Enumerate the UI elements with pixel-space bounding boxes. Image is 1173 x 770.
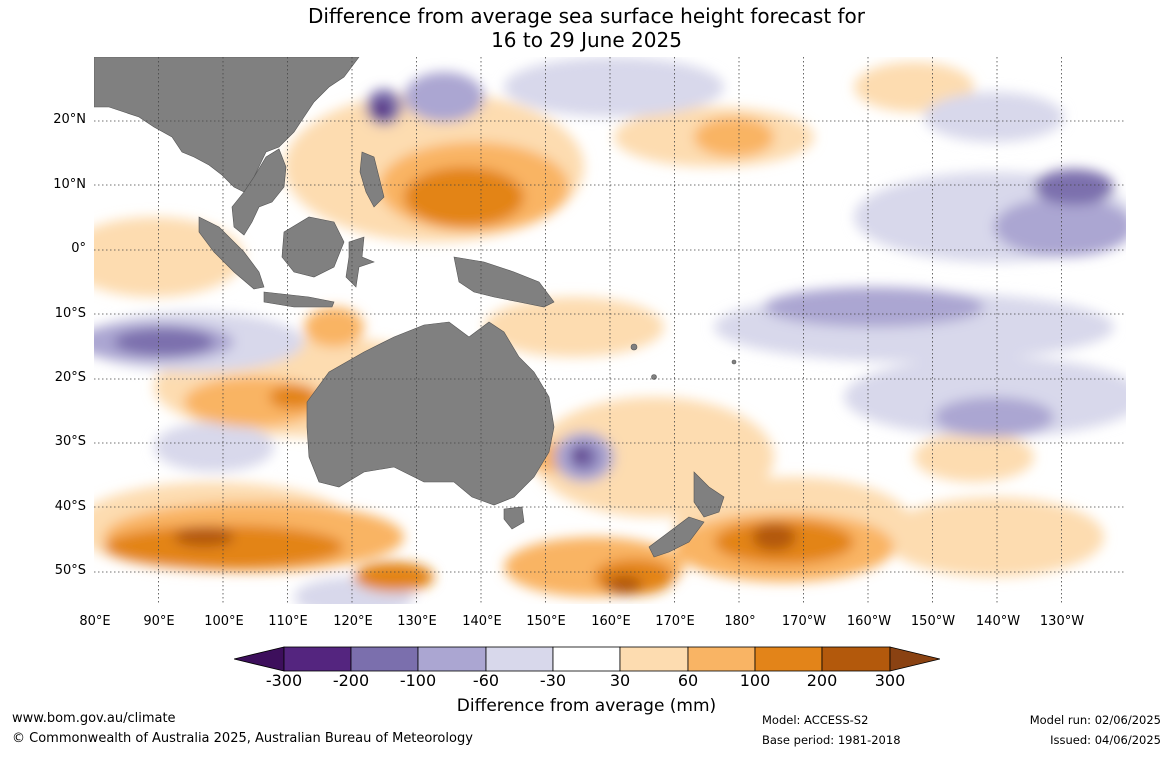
colorbar-swatch-1 bbox=[283, 646, 352, 672]
colorbar-swatch-2 bbox=[350, 646, 419, 672]
lon-label-170w: 170°W bbox=[781, 614, 827, 629]
lon-label-140w: 140°W bbox=[975, 614, 1021, 629]
colorbar-title: Difference from average (mm) bbox=[456, 696, 717, 716]
lon-label-120e: 120°E bbox=[333, 614, 373, 629]
lon-label-80e: 80°E bbox=[79, 614, 111, 629]
colorbar-swatch-9 bbox=[821, 646, 891, 672]
lat-label-10s: 10°S bbox=[54, 306, 86, 321]
sea-surface-height-map bbox=[94, 57, 1126, 604]
colorbar-arrow-high bbox=[889, 646, 941, 672]
colorbar-label-300: 300 bbox=[874, 671, 906, 690]
colorbar-swatch-4 bbox=[485, 646, 554, 672]
lat-label-50s: 50°S bbox=[54, 563, 86, 578]
lat-label-20n: 20°N bbox=[53, 112, 86, 127]
colorbar-arrow-low bbox=[233, 646, 285, 672]
colorbar-label-30: 30 bbox=[609, 671, 631, 690]
colorbar-graphic bbox=[233, 646, 941, 672]
model-run-date: Model run: 02/06/2025 bbox=[1029, 713, 1161, 727]
copyright-text: © Commonwealth of Australia 2025, Austra… bbox=[12, 731, 473, 746]
lat-label-40s: 40°S bbox=[54, 499, 86, 514]
colorbar-swatch-3 bbox=[417, 646, 487, 672]
lon-label-150w: 150°W bbox=[910, 614, 956, 629]
anomaly-field bbox=[94, 57, 1126, 604]
lon-label-180: 180° bbox=[724, 614, 756, 629]
colorbar-swatch-6 bbox=[619, 646, 689, 672]
lat-label-20s: 20°S bbox=[54, 370, 86, 385]
lon-label-160w: 160°W bbox=[846, 614, 892, 629]
lon-label-160e: 160°E bbox=[591, 614, 631, 629]
colorbar-label-m200: -200 bbox=[332, 671, 370, 690]
website-link[interactable]: www.bom.gov.au/climate bbox=[12, 711, 176, 726]
colorbar-swatch-8 bbox=[754, 646, 823, 672]
lon-label-170e: 170°E bbox=[655, 614, 695, 629]
graticule bbox=[94, 57, 1126, 604]
lon-label-110e: 110°E bbox=[268, 614, 308, 629]
colorbar-label-m30: -30 bbox=[539, 671, 567, 690]
lat-label-0: 0° bbox=[71, 241, 86, 256]
colorbar bbox=[233, 646, 941, 672]
colorbar-label-m60: -60 bbox=[472, 671, 500, 690]
base-period: Base period: 1981-2018 bbox=[762, 733, 901, 747]
lon-label-130e: 130°E bbox=[397, 614, 437, 629]
title-line-1: Difference from average sea surface heig… bbox=[307, 4, 866, 28]
issued-date: Issued: 04/06/2025 bbox=[1050, 733, 1161, 747]
lon-label-90e: 90°E bbox=[143, 614, 175, 629]
title-line-2: 16 to 29 June 2025 bbox=[491, 28, 682, 52]
lon-label-150e: 150°E bbox=[526, 614, 566, 629]
lon-label-140e: 140°E bbox=[462, 614, 502, 629]
colorbar-label-m300: -300 bbox=[265, 671, 303, 690]
lat-label-10n: 10°N bbox=[53, 177, 86, 192]
map-title: Difference from average sea surface heig… bbox=[0, 4, 1173, 52]
colorbar-swatch-7 bbox=[687, 646, 756, 672]
lon-label-100e: 100°E bbox=[204, 614, 244, 629]
land-masses bbox=[94, 57, 737, 558]
lat-label-30s: 30°S bbox=[54, 434, 86, 449]
model-name: Model: ACCESS-S2 bbox=[762, 713, 869, 727]
lon-label-130w: 130°W bbox=[1039, 614, 1085, 629]
colorbar-label-200: 200 bbox=[806, 671, 838, 690]
colorbar-label-100: 100 bbox=[739, 671, 771, 690]
colorbar-label-60: 60 bbox=[677, 671, 699, 690]
colorbar-label-m100: -100 bbox=[399, 671, 437, 690]
map-area bbox=[94, 57, 1126, 604]
colorbar-swatch-5 bbox=[552, 646, 621, 672]
